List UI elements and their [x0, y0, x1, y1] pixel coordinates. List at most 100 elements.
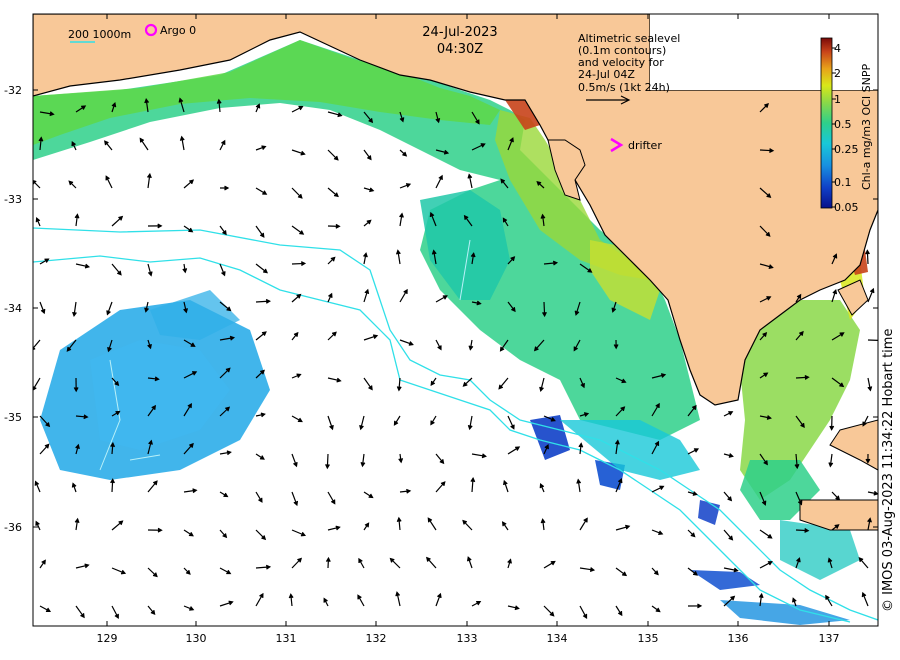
- y-tick-label: -35: [4, 411, 22, 424]
- velocity-arrow: [363, 252, 368, 265]
- velocity-arrow: [255, 564, 272, 570]
- velocity-arrow: [360, 453, 366, 468]
- velocity-arrow: [573, 339, 581, 352]
- x-tick-label: 131: [276, 632, 297, 645]
- velocity-arrow: [543, 560, 556, 569]
- velocity-arrow: [323, 597, 329, 607]
- colorbar-tick-label: 0.05: [834, 201, 859, 214]
- velocity-arrow: [255, 263, 269, 274]
- velocity-arrow: [831, 491, 841, 501]
- velocity-arrow: [359, 415, 365, 431]
- velocity-arrow: [39, 111, 55, 117]
- map-layers: [33, 14, 878, 626]
- altimetry-line-4: 24-Jul 04Z: [578, 68, 635, 81]
- velocity-arrow: [435, 295, 448, 303]
- velocity-arrow: [327, 223, 341, 229]
- velocity-arrow: [507, 415, 515, 430]
- velocity-arrow: [435, 174, 443, 189]
- velocity-arrow: [759, 225, 771, 237]
- velocity-arrow: [615, 524, 631, 531]
- velocity-arrow: [687, 529, 696, 538]
- velocity-arrow: [831, 377, 845, 388]
- velocity-arrow: [467, 415, 473, 431]
- velocity-arrow: [396, 377, 402, 392]
- velocity-arrow: [759, 415, 772, 420]
- x-tick-label: 129: [97, 632, 118, 645]
- velocity-arrow: [399, 488, 412, 494]
- velocity-arrow: [651, 402, 660, 417]
- velocity-arrow: [71, 482, 77, 493]
- velocity-arrow: [651, 529, 664, 536]
- velocity-arrow: [255, 453, 265, 460]
- velocity-arrow: [327, 331, 337, 341]
- velocity-arrow: [651, 373, 667, 379]
- velocity-arrow: [543, 260, 559, 266]
- velocity-arrow: [651, 440, 660, 455]
- velocity-arrow: [327, 292, 333, 303]
- velocity-arrow: [106, 301, 113, 316]
- velocity-arrow: [471, 453, 487, 459]
- velocity-arrow: [501, 521, 509, 531]
- velocity-arrow: [435, 481, 446, 493]
- velocity-arrow: [325, 453, 330, 470]
- velocity-arrow: [651, 567, 659, 576]
- velocity-arrow: [795, 293, 802, 303]
- velocity-arrow: [39, 258, 50, 265]
- velocity-arrow: [255, 225, 265, 238]
- velocity-arrow: [759, 263, 774, 269]
- velocity-arrow: [795, 415, 805, 428]
- velocity-arrow: [182, 263, 188, 274]
- isobath-legend-label: 200 1000m: [68, 28, 131, 41]
- velocity-arrow: [615, 377, 627, 384]
- velocity-arrow: [467, 173, 473, 189]
- velocity-arrow: [183, 567, 191, 575]
- velocity-arrow: [291, 149, 306, 156]
- velocity-arrow: [613, 339, 619, 350]
- velocity-arrow: [507, 256, 516, 265]
- velocity-arrow: [255, 298, 271, 304]
- velocity-arrow: [579, 263, 593, 273]
- velocity-arrow: [288, 593, 294, 607]
- velocity-arrow: [39, 443, 50, 455]
- colorbar-tick-label: 0.25: [834, 143, 859, 156]
- velocity-arrow: [104, 140, 113, 151]
- velocity-arrow: [147, 404, 157, 417]
- velocity-arrow: [470, 476, 476, 493]
- velocity-arrow: [502, 217, 509, 227]
- velocity-arrow: [543, 415, 556, 422]
- velocity-arrow: [147, 339, 152, 350]
- velocity-arrow: [723, 595, 736, 607]
- velocity-arrow: [38, 136, 44, 151]
- velocity-arrow: [325, 556, 331, 569]
- velocity-arrow: [867, 338, 878, 343]
- velocity-arrow: [144, 98, 150, 113]
- velocity-arrow: [219, 335, 236, 341]
- x-tick-label: 132: [366, 632, 387, 645]
- chlorophyll-layer: [33, 40, 868, 625]
- velocity-arrow: [219, 529, 228, 539]
- velocity-arrow: [147, 605, 156, 615]
- velocity-arrow: [147, 376, 160, 382]
- velocity-arrow: [291, 261, 307, 267]
- velocity-arrow: [687, 448, 700, 455]
- velocity-arrow: [255, 187, 268, 195]
- velocity-arrow: [363, 491, 374, 499]
- colorbar-tick-label: 2: [834, 67, 841, 80]
- velocity-arrow: [75, 563, 90, 569]
- velocity-arrow: [105, 175, 113, 189]
- velocity-arrow: [363, 288, 370, 303]
- velocity-arrow: [723, 453, 734, 458]
- velocity-arrow: [858, 557, 869, 569]
- velocity-arrow: [147, 480, 158, 493]
- velocity-arrow: [471, 300, 482, 306]
- velocity-arrow: [865, 249, 870, 265]
- velocity-arrow: [759, 148, 775, 153]
- velocity-arrow: [33, 339, 41, 351]
- velocity-arrow: [111, 567, 127, 575]
- velocity-arrow: [507, 301, 516, 313]
- velocity-arrow: [687, 491, 698, 496]
- colorbar-tick-label: 0.5: [834, 118, 852, 131]
- velocity-arrow: [862, 415, 869, 427]
- velocity-arrow: [146, 172, 152, 189]
